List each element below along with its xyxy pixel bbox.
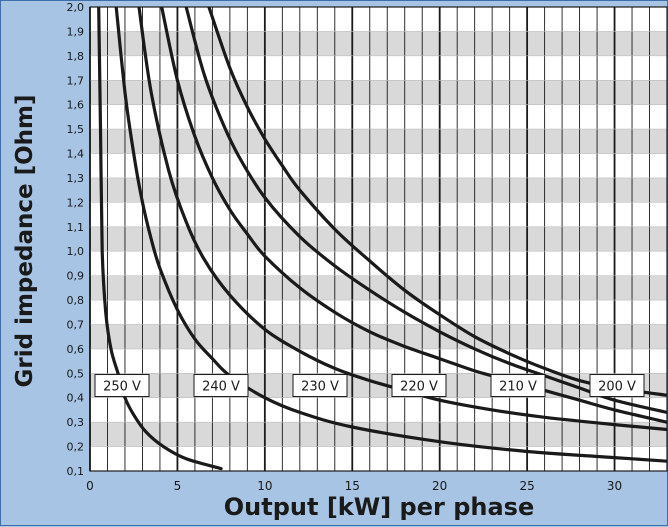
x-tick-label: 10: [257, 479, 272, 493]
y-tick-label: 0,7: [67, 318, 85, 331]
y-tick-label: 0,2: [67, 441, 85, 454]
series-line: [97, 7, 223, 471]
series-label-box: [94, 374, 150, 398]
series-label-box: [193, 374, 249, 398]
y-tick-label: 1,4: [67, 148, 85, 161]
y-tick-label: 0,4: [67, 392, 85, 405]
grid-band: [90, 422, 667, 447]
x-tick-label: 15: [345, 479, 360, 493]
series-label: 240 V: [202, 380, 240, 395]
series-line: [160, 7, 667, 424]
y-tick-label: 1,8: [67, 50, 85, 63]
y-tick-label: 0,3: [67, 416, 85, 429]
y-tick-label: 0,5: [67, 367, 85, 380]
series-label-box: [589, 374, 645, 398]
series-label-box: [391, 374, 447, 398]
y-tick-label: 0,8: [67, 294, 85, 307]
y-tick-label: 0,9: [67, 270, 85, 283]
x-tick-label: 0: [86, 479, 94, 493]
series-line: [137, 7, 667, 432]
grid-band: [90, 80, 667, 105]
grid-band: [90, 31, 667, 56]
series-line: [207, 7, 667, 397]
series-label-box: [292, 374, 348, 398]
x-tick-label: 5: [174, 479, 182, 493]
series-line: [184, 7, 667, 414]
series-label-box: [490, 374, 546, 398]
y-tick-label: 1,2: [67, 196, 85, 209]
series-label: 210 V: [499, 380, 537, 395]
y-tick-label: 1,7: [67, 74, 85, 87]
y-tick-label: 1,6: [67, 99, 85, 112]
series-label: 250 V: [103, 380, 141, 395]
x-axis-title: Output [kW] per phase: [223, 493, 535, 521]
series-label: 220 V: [400, 380, 438, 395]
y-tick-label: 1,3: [67, 172, 85, 185]
y-tick-label: 0,6: [67, 343, 85, 356]
y-tick-label: 2,0: [67, 1, 85, 14]
plot-border: [89, 6, 668, 472]
y-tick-label: 1,0: [67, 245, 85, 258]
grid-band: [90, 226, 667, 252]
y-tick-label: 1,9: [67, 25, 85, 38]
x-tick-label: 20: [432, 479, 447, 493]
y-tick-label: 0,1: [67, 465, 85, 478]
series-label: 230 V: [301, 380, 339, 395]
x-tick-label: 25: [519, 479, 534, 493]
x-tick-label: 30: [607, 479, 622, 493]
y-tick-label: 1,1: [67, 221, 85, 234]
y-tick-label: 1,5: [67, 123, 85, 136]
grid-band: [90, 129, 667, 154]
series-line: [114, 7, 667, 463]
series-label: 200 V: [598, 380, 636, 395]
grid-band: [90, 177, 667, 203]
